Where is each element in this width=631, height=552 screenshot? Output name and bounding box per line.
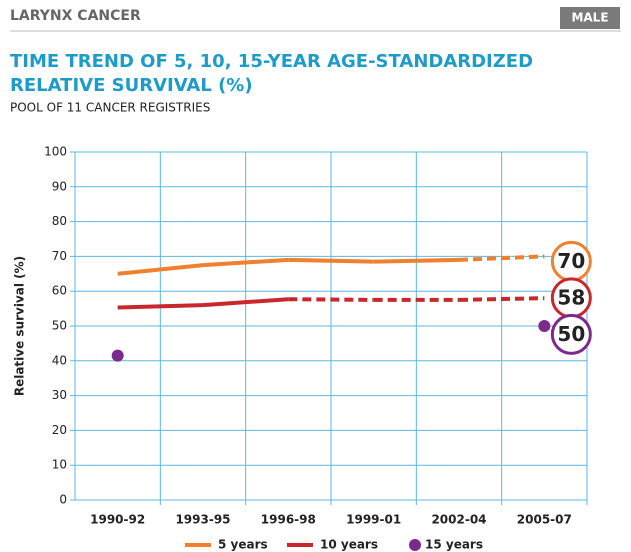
legend-label: 15 years — [425, 538, 483, 552]
legend-label: 10 years — [320, 538, 378, 552]
y-tick-label: 100 — [44, 145, 67, 159]
line-segment — [202, 257, 289, 268]
y-tick-label: 90 — [52, 179, 67, 193]
line-segment — [288, 257, 374, 264]
section-title: LARYNX CANCER — [10, 8, 141, 24]
line-segment — [117, 263, 204, 276]
x-tick-label: 2002-04 — [431, 513, 486, 527]
chart-title: RELATIVE SURVIVAL (%) — [10, 75, 253, 96]
line-segment — [458, 296, 545, 302]
x-tick-label: 1993-95 — [175, 513, 230, 527]
y-tick-label: 30 — [52, 388, 67, 402]
value-label: 58 — [557, 285, 585, 309]
value-label: 50 — [557, 322, 585, 346]
x-tick-label: 2005-07 — [517, 513, 572, 527]
line-segment — [117, 303, 204, 310]
line-segment — [458, 254, 545, 262]
y-tick-label: 10 — [52, 458, 67, 472]
sex-badge — [560, 7, 620, 29]
y-tick-label: 60 — [52, 284, 67, 298]
y-tick-label: 70 — [52, 249, 67, 263]
y-tick-label: 50 — [52, 319, 67, 333]
sex-label: MALE — [571, 11, 608, 25]
legend-label: 5 years — [218, 538, 268, 552]
x-tick-label: 1996-98 — [261, 513, 316, 527]
line-segment — [288, 297, 374, 302]
line-segment — [202, 297, 289, 308]
x-tick-label: 1999-01 — [346, 513, 401, 527]
legend-swatch — [409, 539, 421, 551]
y-axis-label: Relative survival (%) — [13, 256, 27, 396]
value-label-badge — [550, 313, 592, 355]
chart-title: TIME TREND OF 5, 10, 15-YEAR AGE-STANDAR… — [10, 51, 533, 72]
line-segment — [373, 257, 460, 264]
y-tick-label: 0 — [59, 493, 67, 507]
value-label: 70 — [557, 249, 585, 273]
y-tick-label: 40 — [52, 353, 67, 367]
chart-subtitle: POOL OF 11 CANCER REGISTRIES — [10, 101, 210, 115]
x-tick-label: 1990-92 — [90, 513, 145, 527]
point — [538, 320, 551, 332]
y-tick-label: 80 — [52, 214, 67, 228]
y-tick-label: 20 — [52, 423, 67, 437]
point — [111, 349, 124, 362]
